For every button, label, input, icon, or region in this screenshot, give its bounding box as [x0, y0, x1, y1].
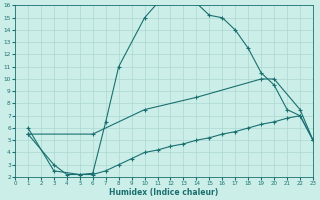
X-axis label: Humidex (Indice chaleur): Humidex (Indice chaleur)	[109, 188, 219, 197]
